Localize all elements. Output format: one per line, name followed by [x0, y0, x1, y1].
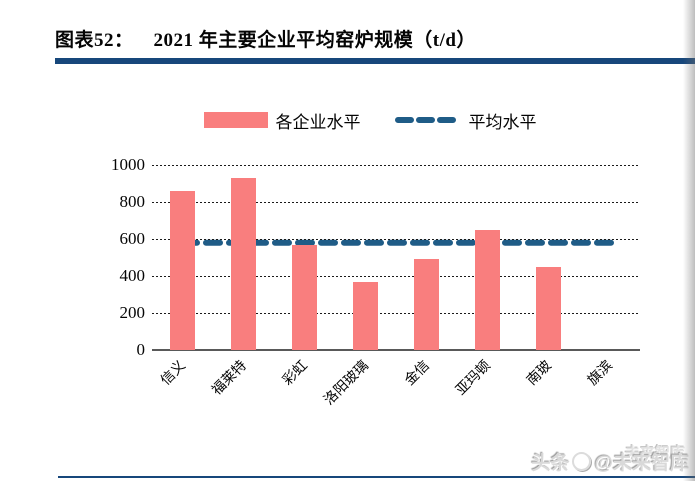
bar-彩虹 — [292, 244, 317, 350]
x-tick-label: 旗滨 — [584, 358, 616, 389]
plot-area — [152, 165, 640, 351]
figure-number-label: 图表52： — [55, 30, 134, 51]
x-tick-label: 彩虹 — [279, 358, 311, 389]
watermark-main-text: 头条 @未来智库 — [531, 452, 689, 475]
page-bottom-rule — [58, 476, 695, 478]
x-tick-label: 福莱特 — [209, 358, 250, 399]
bar-信义 — [170, 190, 195, 350]
bar-南玻 — [536, 266, 561, 350]
x-axis-line — [152, 349, 640, 351]
y-tick-label: 200 — [119, 303, 146, 323]
gridline — [152, 313, 640, 314]
chart-title: 图表52： 2021 年主要企业平均窑炉规模（t/d） — [55, 25, 476, 52]
watermark-ghost-text: 未来智库 — [624, 445, 685, 463]
gridline — [152, 202, 640, 203]
y-tick-label: 0 — [136, 340, 146, 360]
x-tick-label: 亚玛顿 — [453, 358, 494, 399]
y-tick-label: 1000 — [111, 155, 145, 175]
legend-label-bars: 各企业水平 — [275, 112, 361, 132]
chart-legend: 各企业水平 平均水平 — [150, 107, 590, 133]
average-line — [180, 239, 623, 246]
legend-item-average: 平均水平 — [394, 108, 537, 133]
legend-label-average: 平均水平 — [468, 112, 537, 132]
x-axis-labels: 信义 福莱特 彩虹 洛阳玻璃 金信 亚玛顿 南玻 旗滨 — [152, 350, 640, 445]
x-tick-label: 洛阳玻璃 — [321, 358, 372, 409]
x-tick-label: 南玻 — [523, 358, 555, 389]
figure-title-text: 2021 年主要企业平均窑炉规模（t/d） — [153, 30, 476, 51]
watermark-prefix: 头条 — [531, 452, 570, 474]
legend-item-bars: 各企业水平 — [203, 108, 361, 133]
bar-亚玛顿 — [475, 229, 500, 350]
bar-福莱特 — [231, 177, 256, 350]
page-edge-shadow — [683, 0, 695, 481]
y-tick-label: 600 — [119, 229, 146, 249]
gridline — [152, 239, 640, 240]
bar-金信 — [414, 259, 439, 350]
x-tick-label: 金信 — [401, 358, 433, 389]
gridline — [152, 165, 640, 166]
bar-洛阳玻璃 — [353, 281, 378, 350]
title-underline-rule — [55, 58, 695, 64]
gridline — [152, 276, 640, 277]
toutiao-logo-icon — [572, 452, 592, 471]
watermark-suffix: @未来智库 — [594, 452, 689, 474]
watermark: 未来智库 头条 @未来智库 — [531, 446, 689, 475]
dashed-line-swatch — [394, 117, 461, 123]
y-tick-label: 800 — [119, 192, 146, 212]
x-tick-label: 信义 — [157, 358, 189, 389]
y-axis-labels: 0 200 400 600 800 1000 — [55, 156, 146, 358]
bar-series-swatch — [203, 112, 268, 128]
y-tick-label: 400 — [119, 266, 146, 286]
